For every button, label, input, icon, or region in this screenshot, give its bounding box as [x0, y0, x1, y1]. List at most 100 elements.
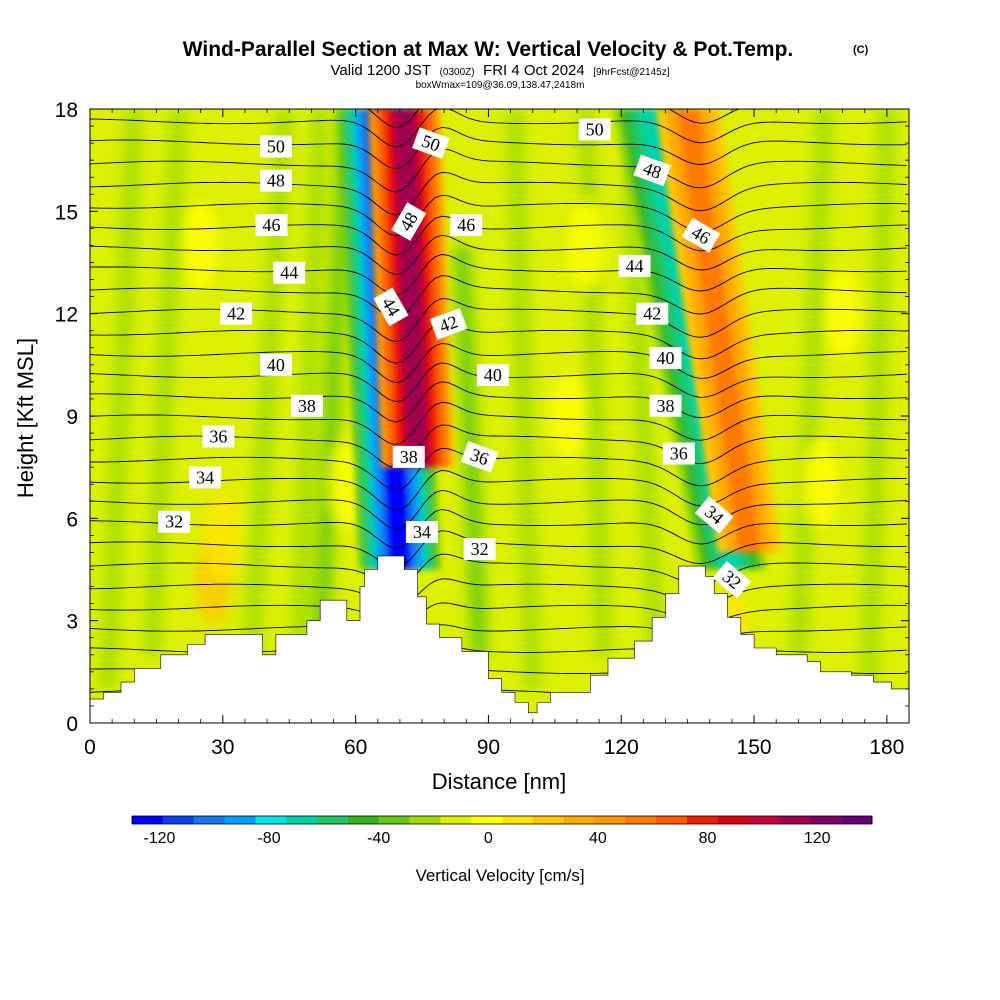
theta-contour [90, 254, 907, 296]
theta-label-text: 42 [227, 304, 245, 324]
title-copyright-mark: (C) [853, 44, 869, 56]
theta-label-text: 50 [419, 131, 443, 156]
subtitle-date: FRI 4 Oct 2024 [483, 62, 585, 79]
colorbar-swatch [347, 816, 380, 824]
colorbar-swatch [532, 816, 565, 824]
colorbar-swatch [502, 816, 534, 824]
theta-label-box [649, 347, 682, 370]
theta-label-text: 38 [657, 396, 675, 416]
colorbar-frame [131, 815, 873, 825]
theta-label: 42 [636, 302, 669, 325]
theta-label-text: 34 [196, 467, 214, 487]
theta-label-box [255, 213, 288, 236]
theta-label-box [406, 520, 439, 543]
theta-label-text: 50 [267, 137, 285, 157]
theta-label: 50 [578, 118, 611, 141]
terrain [90, 555, 909, 723]
theta-label-box [373, 287, 409, 327]
theta-label: 40 [259, 353, 292, 376]
y-tick-label: 0 [66, 713, 78, 736]
updraft-band-2 [368, 109, 454, 468]
theta-label-text: 40 [657, 348, 675, 368]
colorbar-swatch [717, 816, 750, 824]
subtitle-valid-time: Valid 1200 JST [330, 62, 431, 79]
theta-contour [90, 171, 907, 216]
colorbar-swatch [162, 816, 195, 824]
x-tick-label: 60 [344, 736, 367, 759]
theta-label-box [463, 538, 496, 561]
theta-label-box [391, 202, 427, 241]
theta-label: 36 [202, 425, 235, 448]
colorbar-swatch [471, 816, 503, 824]
theta-contour [90, 215, 907, 256]
theta-label-box [578, 118, 611, 141]
theta-contour [90, 381, 907, 423]
theta-label-box [273, 261, 306, 284]
colorbar-swatch [132, 816, 164, 824]
theta-label: 38 [649, 394, 682, 417]
theta-contour [90, 530, 907, 568]
theta-label-text: 44 [626, 256, 644, 276]
theta-label-box [259, 169, 292, 192]
theta-label-box [450, 213, 483, 236]
chart-title: Wind-Parallel Section at Max W: Vertical… [183, 38, 794, 61]
theta-contour [90, 578, 907, 609]
colorbar-swatch [841, 816, 873, 824]
contour-labels: 50 48 46 44 42 40 38 36 34 32 50 48 46 44 42 40 38 36 34 32… [158, 118, 752, 599]
x-tick-label: 180 [869, 736, 904, 759]
theta-label-box [259, 135, 292, 158]
theta-label: 46 [450, 213, 483, 236]
theta-label-text: 32 [165, 512, 183, 532]
theta-contour [90, 509, 907, 549]
colorbar-swatch [656, 816, 688, 824]
theta-label-box [636, 302, 669, 325]
theta-label: 34 [189, 466, 222, 489]
theta-label: 44 [618, 254, 651, 277]
theta-label: 32 [158, 510, 191, 533]
colorbar-tick-label: 120 [804, 830, 831, 847]
subtitle-utc-time: (0300Z) [440, 67, 475, 78]
theta-label: 34 [406, 520, 439, 543]
theta-label: 42 [429, 308, 468, 340]
theta-label-box [694, 496, 734, 534]
colorbar-swatch [378, 816, 410, 824]
theta-contour [90, 602, 907, 626]
y-axis-label: Height [Kft MSL] [13, 338, 38, 498]
theta-contour [90, 321, 907, 364]
colorbar-swatch [687, 816, 719, 824]
theta-label: 48 [259, 169, 292, 192]
background-texture [98, 109, 896, 689]
theta-contour [90, 624, 907, 642]
colorbar-swatch [625, 816, 657, 824]
theta-label-text: 50 [586, 119, 604, 139]
colorbar-swatch [255, 816, 287, 824]
colorbar-tick-label: -120 [143, 830, 175, 847]
colorbar-tick-label: 40 [589, 830, 607, 847]
colorbar-swatch [810, 816, 842, 824]
theta-label-text: 46 [457, 215, 475, 235]
colorbar-swatch [563, 816, 595, 824]
theta-contour [90, 342, 907, 384]
y-tick-label: 9 [66, 406, 78, 429]
colorbar-swatch [409, 816, 441, 824]
colorbar-swatch [317, 816, 349, 824]
theta-label-text: 36 [468, 444, 492, 469]
theta-label: 50 [412, 127, 450, 159]
theta-label-text: 36 [209, 426, 227, 446]
colorbar-swatch [286, 816, 318, 824]
theta-label-box [476, 364, 509, 387]
theta-label-box [290, 394, 323, 417]
theta-label: 40 [476, 364, 509, 387]
theta-label: 50 [259, 135, 292, 158]
theta-label: 36 [662, 442, 695, 465]
y-tick-label: 12 [55, 304, 78, 327]
theta-label-text: 42 [643, 304, 661, 324]
y-tick-label: 3 [66, 611, 78, 634]
chart-subtitle: Valid 1200 JST (0300Z) FRI 4 Oct 2024 [9… [330, 62, 669, 79]
colorbar-tick-label: 80 [699, 830, 717, 847]
colorbar-tick-label: 0 [484, 830, 493, 847]
colorbar-tick-label: -40 [367, 830, 390, 847]
colorbar-swatch [224, 816, 256, 824]
